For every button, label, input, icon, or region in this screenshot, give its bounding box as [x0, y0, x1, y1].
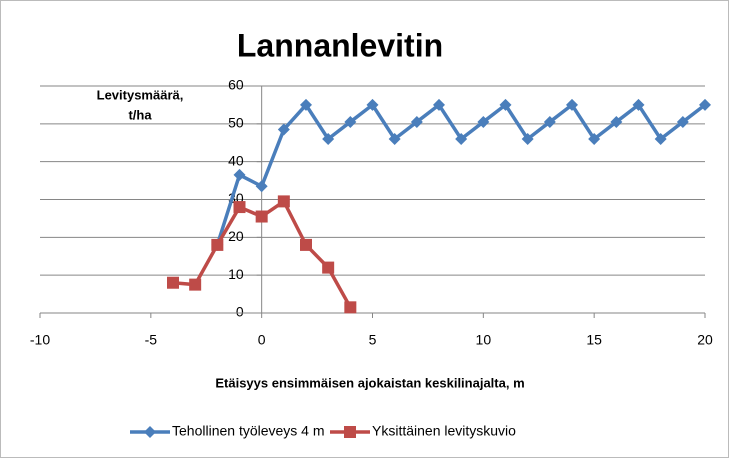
data-point [366, 98, 379, 111]
y-tick-label: 60 [228, 77, 244, 93]
y-tick-label: 20 [228, 228, 244, 244]
x-tick-label: 15 [586, 332, 602, 348]
data-point [543, 115, 556, 128]
data-point [277, 195, 290, 208]
legend-marker [144, 426, 156, 438]
chart-title: Lannanlevitin [237, 27, 443, 63]
data-point [699, 98, 711, 111]
data-point [255, 210, 268, 223]
y-tick-label: 0 [236, 304, 244, 320]
x-axis-title: Etäisyys ensimmäisen ajokaistan keskilin… [215, 375, 524, 390]
data-point [344, 301, 357, 314]
data-point [521, 132, 534, 145]
data-point [300, 238, 312, 251]
y-tick-label: 40 [228, 152, 244, 168]
data-point [233, 168, 246, 181]
y-tick-label: 10 [228, 266, 244, 282]
data-point [255, 180, 268, 193]
data-point [676, 115, 689, 128]
legend-label: Yksittäinen levityskuvio [372, 423, 516, 439]
data-point [211, 238, 224, 251]
data-point [322, 261, 335, 274]
data-point [300, 98, 312, 111]
data-point [455, 132, 468, 145]
data-point [610, 115, 623, 128]
x-tick-label: 0 [258, 332, 266, 348]
x-tick-label: -10 [30, 332, 50, 348]
data-point [499, 98, 512, 111]
data-point [566, 98, 578, 111]
x-tick-label: -5 [145, 332, 158, 348]
data-point [654, 132, 667, 145]
data-point [588, 132, 601, 145]
x-tick-label: 20 [697, 332, 713, 348]
y-tick-label: 50 [228, 115, 244, 131]
legend-label: Tehollinen työleveys 4 m [172, 423, 325, 439]
data-point [167, 276, 179, 289]
y-axis-title: Levitysmäärä, [97, 87, 184, 102]
data-point [322, 132, 335, 145]
data-point [233, 201, 246, 214]
data-point [189, 278, 202, 291]
x-tick-label: 5 [369, 332, 377, 348]
data-point [410, 115, 423, 128]
legend-marker [344, 426, 356, 438]
data-point [433, 98, 445, 111]
y-axis-title: t/ha [128, 107, 152, 122]
data-point [477, 115, 490, 128]
data-point [632, 98, 645, 111]
x-tick-label: 10 [476, 332, 492, 348]
data-point [277, 123, 290, 136]
data-point [344, 115, 357, 128]
data-point [388, 132, 401, 145]
